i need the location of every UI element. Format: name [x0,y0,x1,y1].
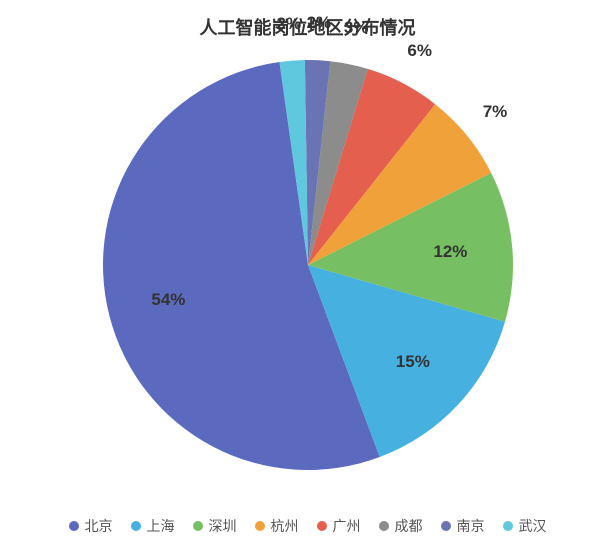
legend-swatch [255,521,265,531]
legend-label: 广州 [333,516,361,536]
legend-item: 武汉 [503,516,547,536]
legend-item: 上海 [131,516,175,536]
pie-chart: 54%15%12%7%6%3%2%2% [103,60,513,470]
legend-label: 北京 [85,516,113,536]
slice-label: 7% [483,102,508,122]
legend-swatch [69,521,79,531]
chart-container: 人工智能岗位地区分布情况 54%15%12%7%6%3%2%2% 北京上海深圳杭… [0,0,615,548]
legend-label: 深圳 [209,516,237,536]
legend-label: 上海 [147,516,175,536]
legend-item: 深圳 [193,516,237,536]
slice-label: 12% [433,242,467,262]
legend-item: 南京 [441,516,485,536]
slice-label: 15% [396,352,430,372]
legend-item: 北京 [69,516,113,536]
legend-item: 成都 [379,516,423,536]
slice-label: 3% [344,18,369,38]
slice-label: 54% [151,290,185,310]
legend-swatch [193,521,203,531]
legend-item: 杭州 [255,516,299,536]
legend-swatch [317,521,327,531]
slice-label: 2% [276,14,301,34]
legend-label: 成都 [395,516,423,536]
legend-item: 广州 [317,516,361,536]
pie-svg [103,60,513,470]
slice-label: 6% [407,41,432,61]
legend-label: 杭州 [271,516,299,536]
legend-swatch [131,521,141,531]
slice-label: 2% [307,13,332,33]
legend-swatch [379,521,389,531]
legend-swatch [503,521,513,531]
legend: 北京 上海 深圳 杭州 广州 成都 南京 武汉 [0,516,615,536]
legend-label: 南京 [457,516,485,536]
legend-swatch [441,521,451,531]
legend-label: 武汉 [519,516,547,536]
